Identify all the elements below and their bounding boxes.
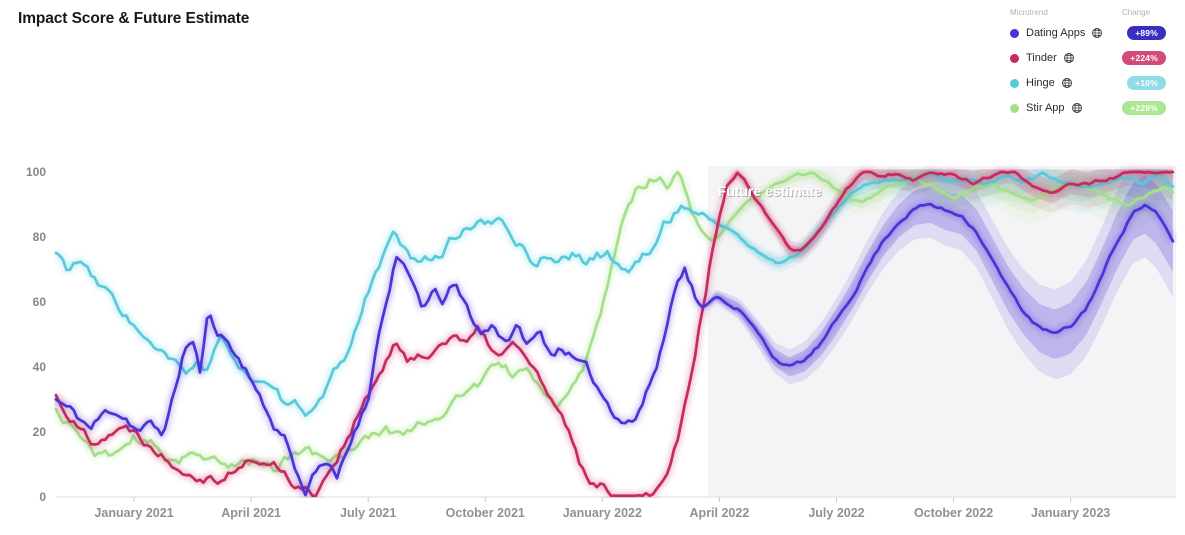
series-color-dot [1010, 78, 1019, 88]
series-label: Hinge [1026, 77, 1055, 89]
series-color-dot [1010, 53, 1019, 63]
change-badge: +224% [1122, 50, 1166, 66]
change-badge: +228% [1122, 100, 1166, 116]
future-estimate-label-shadow: Future estimate [719, 184, 823, 200]
globe-icon[interactable] [1091, 27, 1103, 39]
x-tick-label: July 2022 [808, 506, 864, 520]
change-badge: +89% [1127, 25, 1166, 41]
legend-header: Microtrend Change [1010, 8, 1166, 17]
y-tick-label: 100 [26, 165, 46, 179]
series-line-dating-apps [54, 202, 1175, 497]
x-tick-label: January 2023 [1031, 506, 1110, 520]
future-region [707, 166, 1176, 497]
x-tick-label: July 2021 [340, 506, 396, 520]
series-line-tinder [54, 170, 1175, 498]
y-tick-label: 0 [39, 490, 46, 504]
page-title: Impact Score & Future Estimate [18, 10, 250, 27]
globe-icon[interactable] [1071, 102, 1083, 114]
y-tick-label: 40 [33, 360, 47, 374]
globe-icon[interactable] [1061, 77, 1073, 89]
x-tick-label: April 2022 [690, 506, 750, 520]
future-band-inner-dating-apps [709, 175, 1173, 377]
legend-rows: Dating Apps +89% Tinder +224% Hinge +10% Stir … [1010, 25, 1166, 116]
legend-item-stir-app[interactable]: Stir App +228% [1010, 100, 1166, 116]
legend-item-dating-apps[interactable]: Dating Apps +89% [1010, 25, 1166, 41]
series-label: Tinder [1026, 52, 1057, 64]
x-tick-label: January 2022 [563, 506, 642, 520]
change-badge: +10% [1127, 75, 1166, 91]
globe-icon[interactable] [1063, 52, 1075, 64]
y-tick-label: 80 [33, 230, 47, 244]
legend-change-header: Change [1122, 8, 1151, 17]
series-color-dot [1010, 103, 1019, 113]
y-tick-label: 20 [33, 425, 47, 439]
x-tick-label: October 2021 [446, 506, 525, 520]
series-label: Stir App [1026, 102, 1065, 114]
x-tick-label: October 2022 [914, 506, 993, 520]
x-tick-label: January 2021 [94, 506, 173, 520]
future-band-outer-hinge [709, 169, 1173, 272]
y-tick-label: 60 [33, 295, 47, 309]
x-tick-label: April 2021 [221, 506, 281, 520]
series-label: Dating Apps [1026, 27, 1086, 39]
legend: Microtrend Change Dating Apps +89% Tinder +… [1010, 8, 1166, 126]
legend-microtrend-header: Microtrend [1010, 8, 1048, 17]
series-color-dot [1010, 28, 1019, 38]
legend-item-hinge[interactable]: Hinge +10% [1010, 75, 1166, 91]
legend-item-tinder[interactable]: Tinder +224% [1010, 50, 1166, 66]
future-estimate-label: Future estimate [718, 183, 822, 199]
